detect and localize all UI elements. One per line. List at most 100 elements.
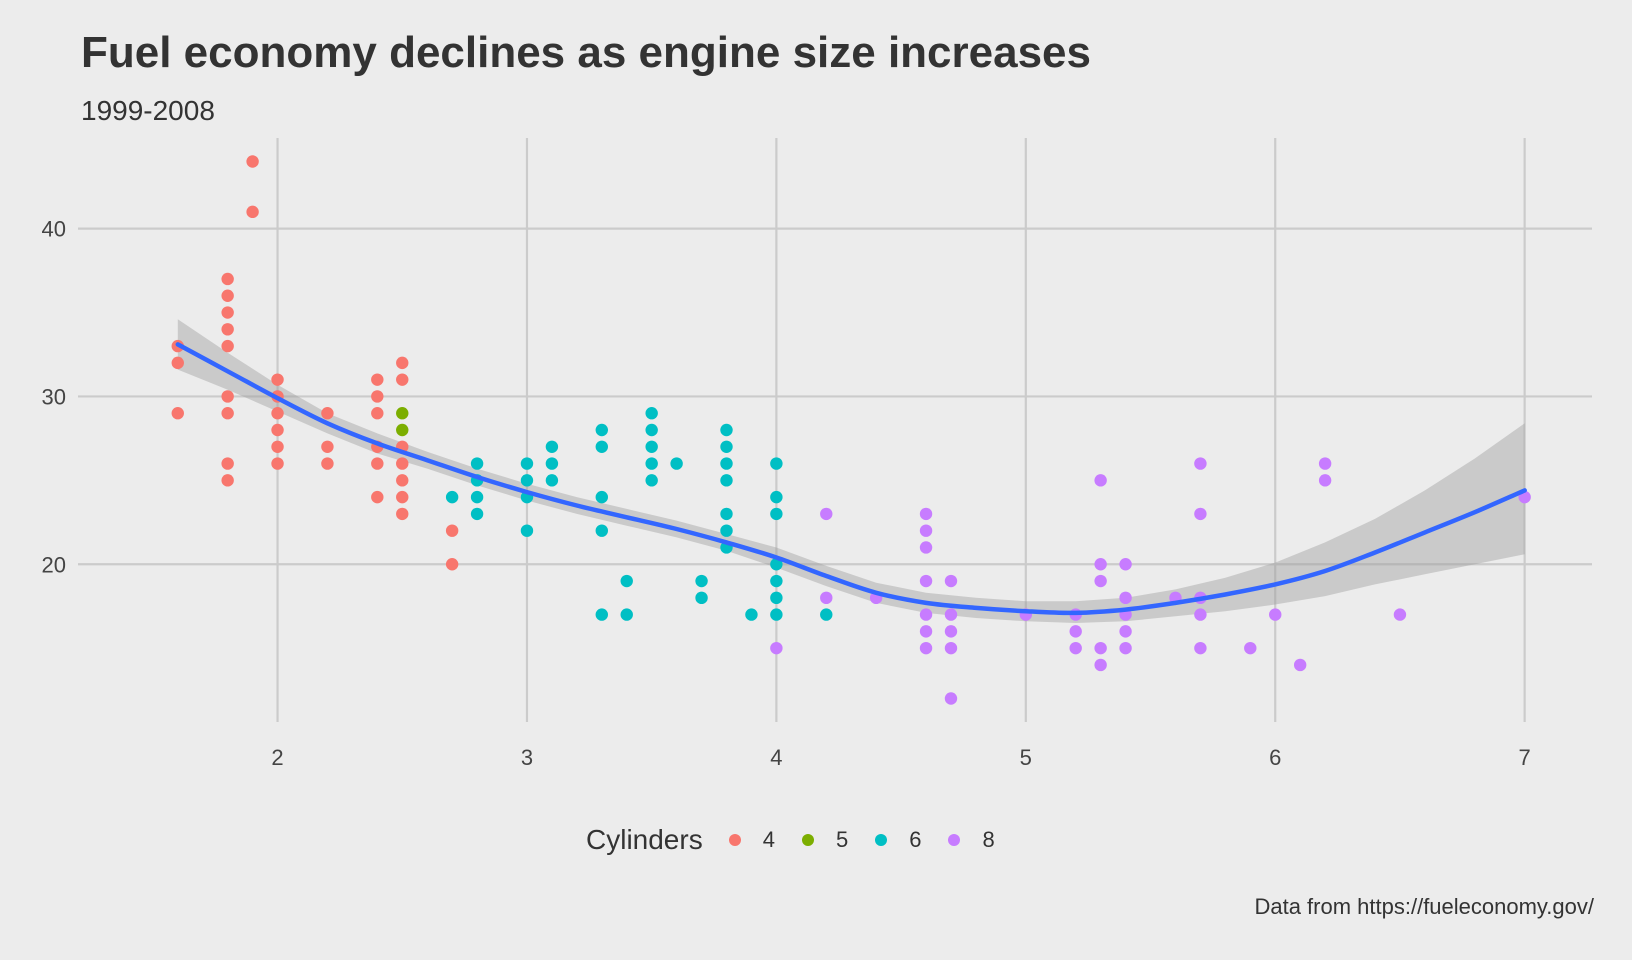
data-point-cyl-4 [221, 272, 234, 286]
data-point-cyl-6 [645, 407, 658, 420]
data-point-cyl-6 [720, 457, 733, 470]
x-tick-label: 5 [1020, 745, 1032, 770]
points-layer [171, 155, 1531, 705]
data-point-cyl-6 [720, 507, 733, 521]
data-point-cyl-8 [1194, 641, 1207, 655]
data-point-cyl-4 [246, 155, 259, 168]
legend: Cylinders 4 5 6 8 [586, 824, 1022, 856]
data-point-cyl-8 [1269, 608, 1282, 621]
data-point-cyl-4 [396, 457, 409, 470]
confidence-band-layer [177, 319, 1525, 623]
data-point-cyl-8 [1094, 574, 1107, 588]
data-point-cyl-6 [770, 574, 783, 588]
data-point-cyl-6 [645, 457, 658, 470]
data-point-cyl-6 [770, 608, 783, 621]
data-point-cyl-4 [221, 390, 234, 403]
data-point-cyl-6 [820, 608, 833, 621]
data-point-cyl-6 [645, 440, 658, 453]
data-point-cyl-6 [695, 591, 708, 605]
data-point-cyl-4 [371, 457, 384, 470]
x-tick-label: 4 [770, 745, 782, 770]
data-point-cyl-6 [670, 457, 683, 470]
data-point-cyl-4 [221, 457, 234, 470]
data-point-cyl-5 [396, 423, 409, 437]
smooth-line-layer [175, 342, 1527, 616]
data-point-cyl-8 [1094, 474, 1107, 487]
data-point-cyl-6 [595, 608, 608, 621]
data-point-cyl-8 [944, 692, 958, 705]
data-point-cyl-8 [944, 625, 958, 638]
data-point-cyl-6 [620, 574, 633, 588]
x-tick-label: 6 [1269, 745, 1281, 770]
data-point-cyl-6 [520, 474, 534, 487]
data-point-cyl-8 [1393, 608, 1407, 621]
data-point-cyl-6 [595, 490, 608, 504]
data-point-cyl-4 [396, 356, 409, 370]
chart-subtitle: 1999-2008 [81, 95, 215, 126]
data-point-cyl-4 [371, 490, 384, 504]
grid-lines [78, 138, 1592, 722]
data-point-cyl-6 [695, 574, 708, 588]
legend-label-6: 6 [909, 827, 922, 852]
data-point-cyl-8 [770, 641, 783, 655]
data-point-cyl-6 [770, 507, 783, 521]
data-point-cyl-8 [1094, 641, 1107, 655]
data-point-cyl-6 [720, 524, 733, 537]
data-point-cyl-6 [595, 423, 608, 437]
data-point-cyl-8 [1194, 457, 1207, 470]
legend-label-5: 5 [835, 827, 849, 852]
data-point-cyl-6 [720, 440, 733, 453]
chart-caption: Data from https://fueleconomy.gov/ [1254, 894, 1594, 919]
data-point-cyl-4 [445, 524, 459, 537]
data-point-cyl-8 [944, 574, 958, 588]
data-point-cyl-4 [221, 407, 234, 420]
data-point-cyl-4 [271, 423, 284, 437]
tick-labels: 2 3 4 5 6 7 20 30 40 [42, 217, 1531, 770]
data-point-cyl-6 [470, 457, 484, 470]
data-point-cyl-4 [321, 407, 334, 420]
legend-item-6: 6 [875, 827, 921, 853]
legend-item-8: 8 [948, 827, 995, 853]
data-point-cyl-8 [944, 608, 958, 621]
data-point-cyl-8 [1194, 507, 1207, 521]
data-point-cyl-4 [371, 373, 384, 386]
x-tick-label: 3 [521, 745, 533, 770]
data-point-cyl-4 [171, 356, 184, 370]
data-point-cyl-4 [396, 373, 409, 386]
data-point-cyl-6 [595, 440, 608, 453]
data-point-cyl-4 [221, 339, 234, 353]
data-point-cyl-4 [396, 490, 409, 504]
data-point-cyl-8 [1194, 608, 1207, 621]
data-point-cyl-8 [919, 507, 933, 521]
data-point-cyl-8 [919, 641, 933, 655]
data-point-cyl-4 [246, 205, 259, 219]
data-point-cyl-4 [371, 407, 384, 420]
smooth-trend-line [175, 342, 1527, 616]
data-point-cyl-4 [271, 407, 284, 420]
data-point-cyl-8 [1244, 641, 1257, 655]
data-point-cyl-6 [770, 490, 783, 504]
legend-key-4 [728, 834, 741, 846]
data-point-cyl-6 [770, 457, 783, 470]
legend-item-4: 4 [728, 827, 775, 853]
data-point-cyl-6 [645, 474, 658, 487]
data-point-cyl-8 [1119, 625, 1132, 638]
legend-label-8: 8 [982, 827, 995, 852]
data-point-cyl-8 [919, 625, 933, 638]
data-point-cyl-8 [1119, 591, 1132, 605]
y-tick-label: 30 [42, 384, 66, 409]
data-point-cyl-8 [919, 608, 933, 621]
data-point-cyl-6 [520, 524, 534, 537]
data-point-cyl-8 [944, 641, 958, 655]
data-point-cyl-8 [820, 507, 833, 521]
data-point-cyl-6 [520, 457, 534, 470]
data-point-cyl-8 [1119, 558, 1132, 571]
data-point-cyl-8 [919, 524, 933, 537]
data-point-cyl-6 [645, 423, 658, 437]
y-tick-label: 20 [42, 552, 66, 577]
data-point-cyl-4 [445, 558, 459, 571]
data-point-cyl-4 [271, 373, 284, 386]
data-point-cyl-6 [745, 608, 758, 621]
data-point-cyl-4 [321, 440, 334, 453]
legend-key-5 [801, 834, 814, 846]
